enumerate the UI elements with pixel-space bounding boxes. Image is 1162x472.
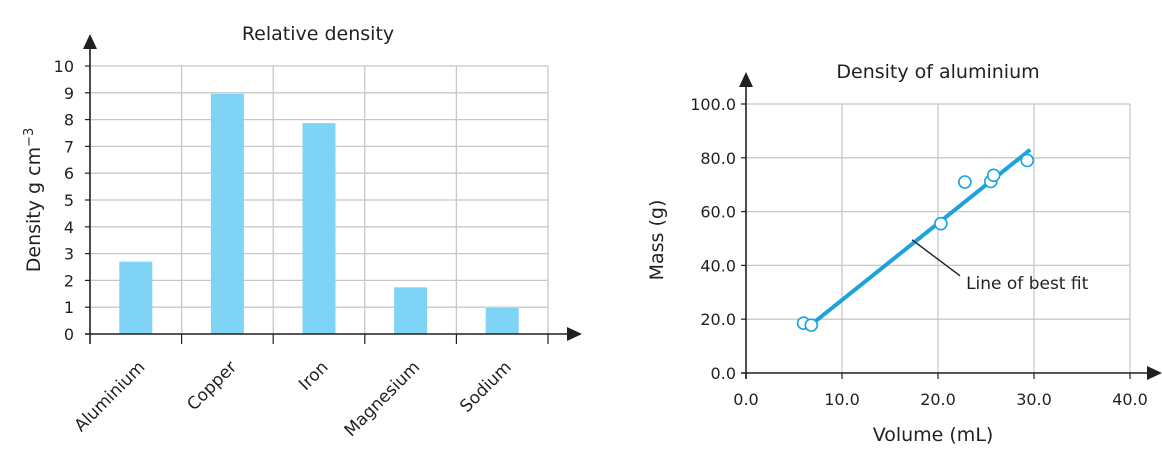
scatter-point	[934, 216, 948, 231]
bar-aluminium	[119, 261, 153, 334]
bar-chart-y-tick-label: 2	[64, 271, 74, 290]
bar-chart-y-tick-label: 7	[64, 137, 74, 156]
bar-chart-category-label: Sodium	[456, 357, 515, 416]
scatter-chart-y-tick-label: 0.0	[711, 364, 736, 383]
bar-chart-category-label: Magnesium	[341, 357, 424, 440]
scatter-chart-x-axis-label: Volume (mL)	[873, 424, 994, 446]
bar-chart-y-axis-arrow	[83, 34, 97, 49]
bar-chart-y-tick-label: 8	[64, 111, 74, 130]
scatter-chart-annotation: Line of best fit	[911, 239, 1089, 294]
scatter-chart-tick-labels: 0.0 20.0 40.0 60.0 80.0 100.0 0.0 10.0 20.0 30.0 4…	[690, 95, 1148, 409]
scatter-chart-axes	[739, 72, 1162, 380]
annotation-leader-line	[911, 239, 961, 277]
scatter-chart-x-tick-label: 10.0	[824, 390, 860, 409]
bar-chart-x-axis-arrow	[567, 327, 582, 341]
annotation-label: Line of best fit	[966, 274, 1089, 294]
scatter-chart-y-tick-label: 100.0	[690, 95, 736, 114]
bar-chart-category-label: Aluminium	[71, 357, 150, 436]
bar-copper	[210, 93, 244, 334]
scatter-chart-title: Density of aluminium	[836, 61, 1039, 83]
bar-chart-category-label: Copper	[183, 357, 240, 414]
bar-sodium	[485, 308, 519, 334]
scatter-chart-y-tick-label: 60.0	[700, 203, 736, 222]
scatter-point	[986, 168, 1001, 183]
bar-chart-y-tick-label: 1	[64, 298, 74, 317]
bar-magnesium	[394, 287, 428, 334]
bar-iron	[302, 123, 336, 334]
bar-chart-category-labels: Aluminium Copper Iron Magnesium Sodium	[71, 357, 516, 440]
scatter-chart-y-axis-label: Mass (g)	[646, 200, 668, 281]
scatter-chart-x-tick-label: 20.0	[920, 390, 956, 409]
scatter-point	[804, 318, 819, 332]
bar-chart-y-tick-label: 4	[64, 218, 74, 237]
bar-chart-title: Relative density	[242, 23, 394, 45]
scatter-chart-points	[796, 153, 1035, 332]
scatter-chart-y-tick-label: 80.0	[700, 149, 736, 168]
bar-chart-y-tick-label: 0	[64, 325, 74, 344]
bar-chart-y-axis-label-superscript: −3	[22, 128, 37, 147]
scatter-chart-x-axis-arrow	[1147, 366, 1162, 380]
bar-chart-y-tick-label: 9	[64, 84, 74, 103]
bar-chart-axes	[83, 34, 582, 344]
scatter-chart-x-tick-label: 0.0	[733, 390, 758, 409]
bar-chart-y-axis-label: Density g cm−3	[22, 128, 45, 273]
scatter-chart-y-tick-label: 20.0	[700, 310, 736, 329]
scatter-point	[958, 175, 972, 189]
scatter-chart-y-axis-arrow	[739, 72, 753, 87]
bar-chart-y-tick-label: 3	[64, 245, 74, 264]
bar-chart-category-label: Iron	[295, 357, 332, 394]
bar-chart-y-axis-label-main: Density g cm	[23, 147, 45, 272]
scatter-chart-x-tick-label: 30.0	[1016, 390, 1052, 409]
scatter-chart-y-tick-label: 40.0	[700, 256, 736, 275]
scatter-point	[1020, 153, 1035, 168]
bar-chart-bars	[119, 93, 519, 334]
scatter-chart-grid	[746, 103, 1131, 373]
bar-chart-y-tick-label: 10	[54, 57, 74, 76]
bar-chart-y-tick-label: 5	[64, 191, 74, 210]
scatter-chart-x-tick-label: 40.0	[1112, 390, 1148, 409]
bar-chart-y-tick-label: 6	[64, 164, 74, 183]
bar-chart-relative-density: 0 1 2 3 4 5 6 7 8 9 10 Aluminium Copper Iron Magnesiu…	[22, 23, 582, 441]
scatter-chart-density-of-aluminium: 0.0 20.0 40.0 60.0 80.0 100.0 0.0 10.0 20.0 30.0 4…	[646, 61, 1162, 446]
bar-chart-tick-labels: 0 1 2 3 4 5 6 7 8 9 10	[54, 57, 74, 344]
